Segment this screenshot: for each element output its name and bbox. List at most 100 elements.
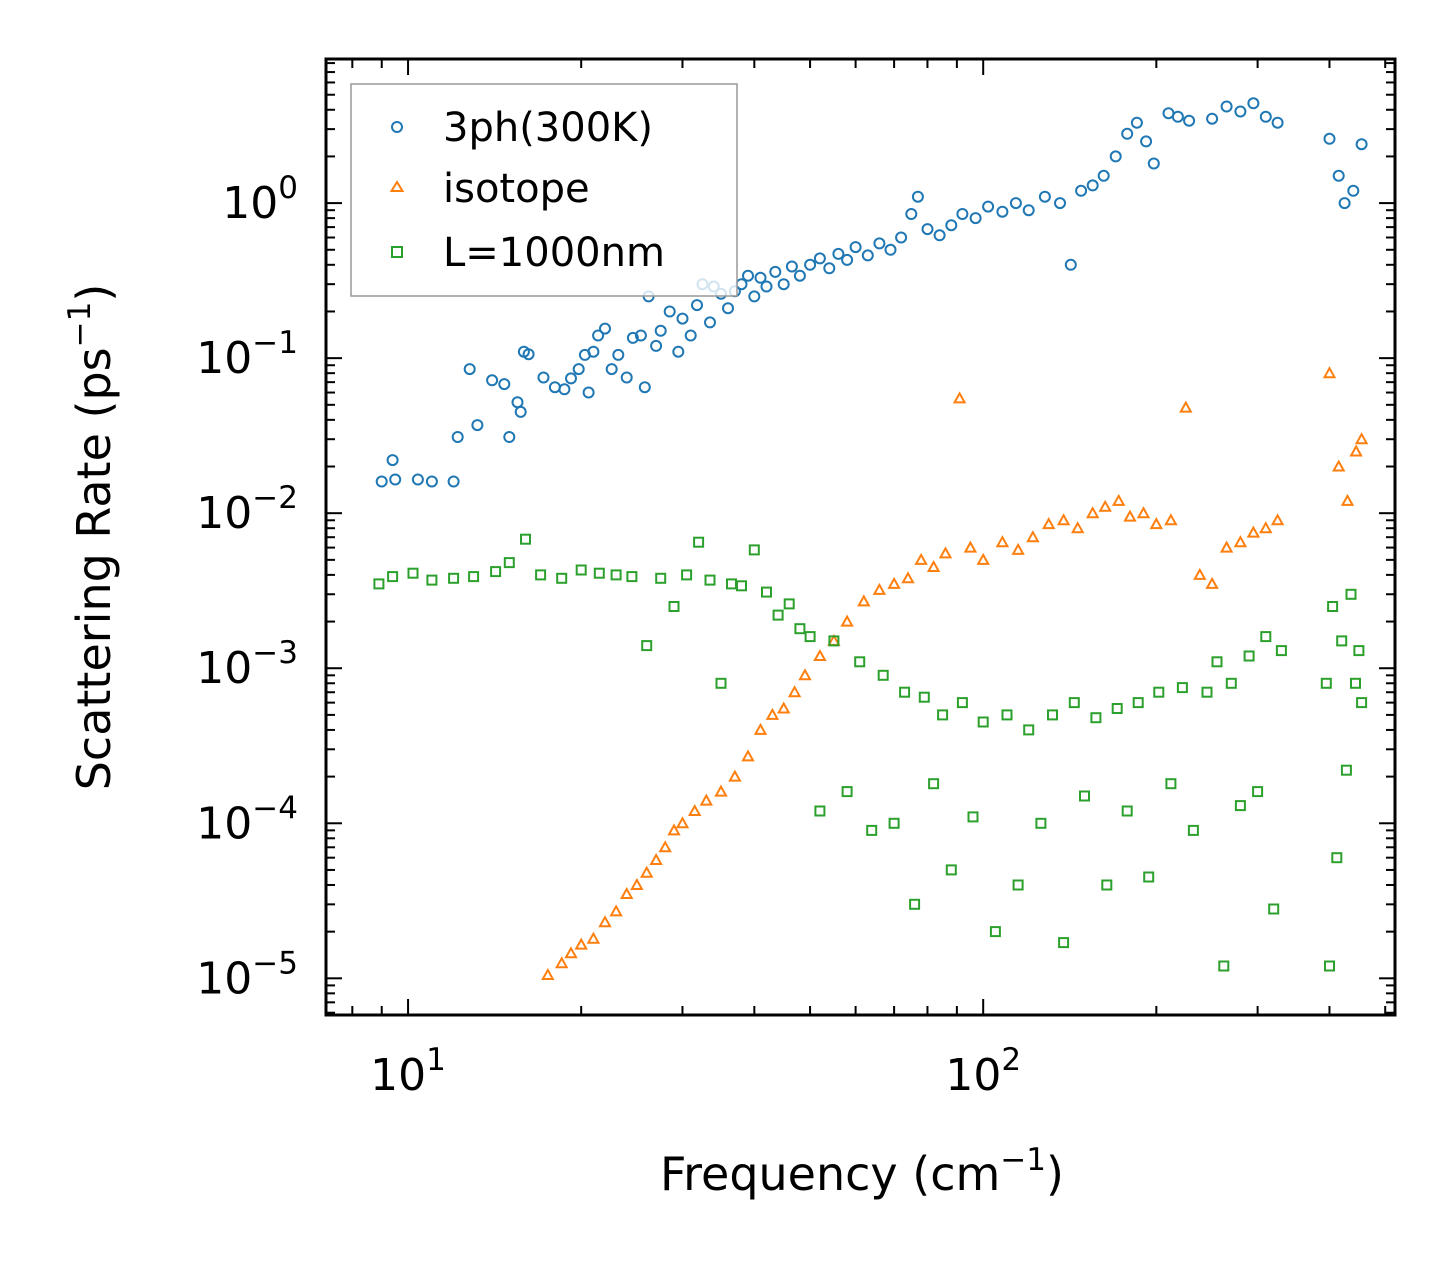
data-point [1187, 824, 1199, 836]
data-point [996, 205, 1009, 218]
data-point [1275, 645, 1287, 657]
data-point [675, 816, 690, 829]
data-point [1327, 601, 1339, 612]
data-point [1054, 197, 1066, 210]
data-point [672, 345, 685, 358]
data-point [1042, 517, 1056, 530]
data-point [522, 348, 535, 361]
legend-marker-3ph [391, 121, 403, 133]
legend: 3ph(300K) isotope L=1000nm [350, 83, 738, 297]
data-point [1220, 100, 1233, 113]
data-point [486, 374, 499, 387]
data-point [1260, 631, 1272, 643]
data-point [1149, 517, 1163, 530]
y-tick-label: 10−4 [196, 790, 298, 849]
data-point [728, 769, 742, 782]
data-point [572, 363, 585, 376]
data-point [1035, 817, 1047, 829]
data-point [1012, 879, 1024, 891]
data-point [736, 580, 747, 592]
data-point [828, 635, 840, 647]
data-point [982, 200, 995, 213]
series-layer [373, 97, 1369, 980]
data-point [407, 567, 419, 579]
data-point [1090, 712, 1102, 724]
data-point [1219, 540, 1234, 553]
data-point [804, 631, 816, 643]
data-point [914, 552, 928, 565]
data-point [1205, 576, 1219, 589]
legend-label-3ph: 3ph(300K) [443, 105, 653, 151]
data-point [387, 571, 399, 583]
x-tick-label: 101 [370, 1042, 446, 1101]
data-point [1136, 506, 1151, 519]
data-point [684, 329, 697, 342]
data-point [787, 685, 802, 698]
data-point [1246, 525, 1261, 538]
series-triangle [541, 366, 1369, 980]
data-point [1338, 197, 1351, 210]
data-point [872, 582, 887, 595]
data-point [1101, 879, 1113, 891]
data-point [426, 574, 438, 586]
data-point [1225, 677, 1237, 689]
data-point [463, 363, 476, 376]
data-point [1349, 444, 1363, 457]
legend-label-isotope: isotope [443, 166, 590, 212]
data-point [772, 609, 784, 621]
data-point [765, 707, 780, 720]
data-point [586, 931, 601, 944]
data-point [1218, 960, 1230, 972]
data-point [866, 824, 878, 836]
data-point [1064, 258, 1077, 271]
data-point [1271, 116, 1284, 129]
data-point [620, 371, 633, 384]
data-point [823, 262, 836, 275]
data-point [952, 391, 967, 404]
data-point [1121, 127, 1134, 140]
data-point [804, 258, 817, 271]
data-point [691, 299, 703, 312]
data-point [832, 247, 845, 260]
data-point [1356, 697, 1368, 709]
data-point [945, 864, 957, 876]
data-point [663, 305, 676, 318]
y-tick-label: 100 [222, 170, 298, 229]
data-point [541, 967, 555, 980]
data-point [995, 535, 1010, 548]
data-point [926, 559, 941, 572]
data-point [722, 302, 734, 315]
data-point [1354, 432, 1369, 445]
data-point [714, 784, 728, 797]
data-point [1140, 135, 1153, 148]
data-point [555, 956, 569, 969]
data-point [857, 594, 871, 607]
data-point [814, 805, 826, 817]
data-point [634, 329, 647, 342]
legend-box [350, 83, 738, 297]
data-point [715, 677, 727, 689]
data-point [1009, 197, 1022, 210]
data-point [967, 811, 979, 823]
data-point [1001, 709, 1013, 721]
data-point [798, 668, 812, 681]
data-point [753, 722, 768, 735]
data-point [928, 778, 940, 790]
data-point [503, 557, 515, 569]
data-point [641, 640, 653, 652]
data-point [769, 265, 782, 278]
data-point [498, 378, 511, 391]
data-point [1023, 724, 1035, 736]
data-point [1153, 686, 1165, 698]
data-point [861, 249, 874, 262]
data-point [638, 381, 651, 394]
data-point [1086, 506, 1100, 519]
data-point [425, 475, 438, 488]
data-point [612, 348, 625, 361]
data-point [598, 915, 612, 928]
data-point [373, 578, 385, 590]
data-point [411, 473, 424, 486]
data-point [375, 475, 388, 488]
data-point [468, 571, 480, 583]
data-point [933, 229, 946, 242]
